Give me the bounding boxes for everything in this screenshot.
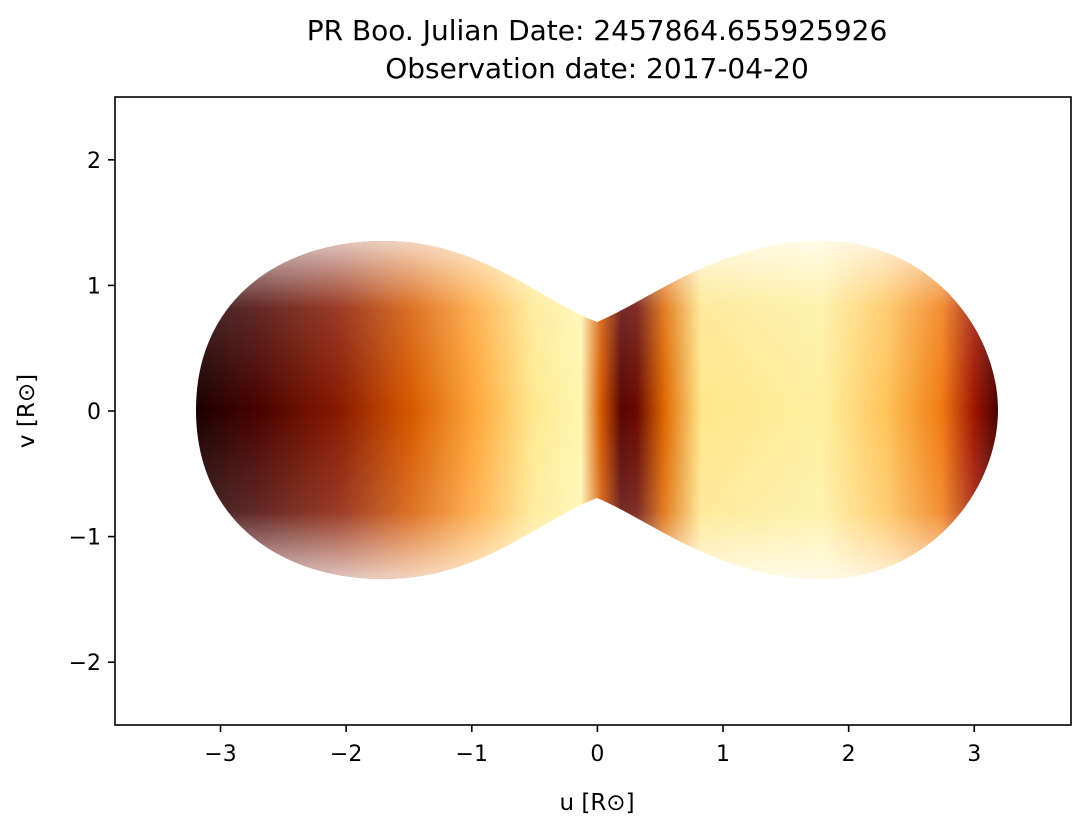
x-tick-label: 1 (716, 742, 730, 767)
x-tick-label: −2 (330, 742, 362, 767)
x-tick-label: −1 (456, 742, 488, 767)
y-tick-label: 1 (87, 274, 101, 299)
star-mesh (196, 241, 998, 579)
star-limb (196, 241, 998, 579)
x-tick-label: 3 (967, 742, 981, 767)
y-axis-label: v [R⊙] (14, 374, 40, 448)
y-tick-label: −2 (69, 651, 101, 676)
x-tick-label: −3 (204, 742, 236, 767)
x-axis-label: u [R⊙] (559, 790, 634, 816)
x-tick-label: 2 (842, 742, 856, 767)
x-tick-label: 0 (590, 742, 604, 767)
y-tick-label: 0 (87, 400, 101, 425)
chart-title: PR Boo. Julian Date: 2457864.655925926 (307, 14, 888, 47)
chart-subtitle: Observation date: 2017-04-20 (385, 52, 809, 85)
y-tick-label: 2 (87, 149, 101, 174)
y-tick-label: −1 (69, 526, 101, 551)
